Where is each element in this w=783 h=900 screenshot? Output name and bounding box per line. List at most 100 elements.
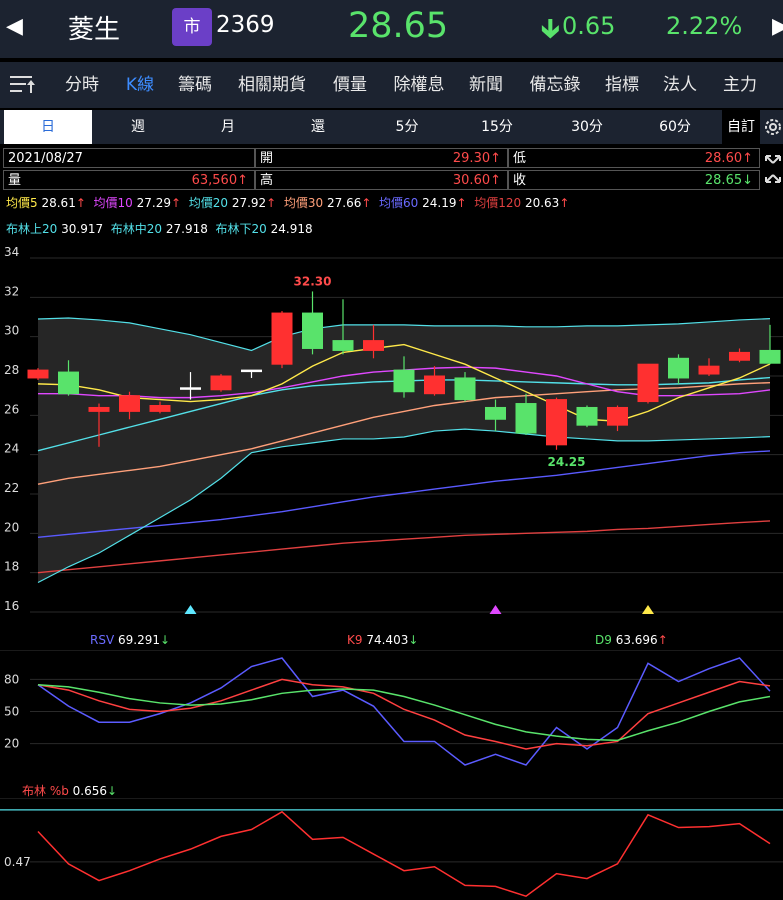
period-15min[interactable]: 15分	[481, 119, 513, 135]
candle-body	[180, 387, 201, 390]
tab-memo[interactable]: 備忘錄	[529, 75, 581, 95]
candle-body	[27, 369, 49, 379]
back-arrow-icon[interactable]: ◀	[6, 14, 23, 39]
candle-body	[241, 369, 262, 373]
info-volume: 量 63,560↑	[3, 170, 255, 190]
period-60min[interactable]: 60分	[659, 119, 691, 135]
tab-institutional[interactable]: 法人	[663, 75, 697, 95]
candle-body	[271, 312, 293, 365]
candle-body	[119, 395, 140, 412]
candle-body	[363, 340, 384, 351]
candle-body	[58, 371, 79, 395]
candle-body	[332, 340, 354, 351]
candle-body	[759, 349, 781, 364]
high-value: 30.60↑	[452, 173, 501, 188]
ma20-legend: 均價20 27.92↑	[188, 196, 277, 210]
y-tick-label: 0.47	[4, 855, 31, 869]
tab-futures[interactable]: 相關期貨	[238, 75, 306, 95]
y-tick-label: 80	[4, 672, 19, 686]
boll-upper-legend: 布林上20 30.917	[6, 222, 104, 236]
open-label: 開	[260, 151, 274, 166]
tab-dividend[interactable]: 除權息	[393, 75, 445, 95]
y-tick-label: 18	[4, 560, 19, 574]
tab-price-volume[interactable]: 價量	[333, 75, 367, 95]
candle-body	[210, 375, 232, 391]
y-tick-label: 28	[4, 363, 19, 377]
max-price-label: 32.30	[294, 274, 332, 288]
down-arrow-icon: 🡳	[541, 14, 560, 44]
kd-line-K9	[37, 678, 771, 750]
period-30min[interactable]: 30分	[571, 119, 603, 135]
volume-label: 量	[8, 173, 22, 188]
y-tick-label: 50	[4, 705, 19, 719]
rsv-legend: RSV 69.291↓	[90, 633, 171, 647]
event-marker	[184, 605, 197, 614]
low-value: 28.60↑	[704, 151, 753, 166]
tab-kline[interactable]: K線	[125, 75, 155, 95]
candle-body	[729, 351, 750, 361]
y-tick-label: 32	[4, 284, 19, 298]
candle-body	[698, 365, 720, 375]
boll-lower-legend: 布林下20 24.918	[215, 222, 313, 236]
period-week[interactable]: 週	[131, 119, 145, 135]
tab-news[interactable]: 新聞	[469, 75, 503, 95]
tab-main-force[interactable]: 主力	[723, 75, 757, 95]
forward-arrow-icon[interactable]: ▶	[772, 14, 783, 39]
info-low: 低 28.60↑	[508, 148, 760, 168]
stock-name: 菱生	[68, 15, 121, 45]
period-day[interactable]: 日	[4, 110, 92, 144]
info-open: 開 29.30↑	[255, 148, 508, 168]
boll-lower-line	[37, 428, 771, 584]
min-price-label: 24.25	[548, 455, 586, 469]
kd-legend: RSV 69.291↓ K9 74.403↓ D9 63.696↑	[0, 633, 783, 649]
tab-intraday[interactable]: 分時	[65, 75, 99, 95]
candle-body	[485, 406, 506, 420]
candle-body	[149, 405, 171, 412]
period-custom[interactable]: 自訂	[722, 110, 760, 144]
kd-chart[interactable]: 80 50 20	[0, 650, 783, 775]
ma-line-均價120	[37, 520, 771, 574]
candle-body	[424, 375, 445, 395]
tab-chips[interactable]: 籌碼	[178, 75, 212, 95]
period-month[interactable]: 月	[221, 119, 235, 135]
high-label: 高	[260, 173, 274, 188]
candle-body	[607, 406, 628, 426]
chart-tabs: 分時 K線 籌碼 相關期貨 價量 除權息 新聞 備忘錄 指標 法人 主力	[0, 62, 783, 108]
d9-legend: D9 63.696↑	[595, 633, 668, 647]
candle-body	[88, 406, 110, 412]
k9-legend: K9 74.403↓	[347, 633, 419, 647]
pctb-chart[interactable]: 0.47	[0, 798, 783, 900]
boll-mid-legend: 布林中20 27.918	[110, 222, 208, 236]
ma-line-均價60	[37, 450, 771, 538]
tab-indicators[interactable]: 指標	[605, 75, 639, 95]
candle-body	[393, 369, 415, 393]
date-value: 2021/08/27	[8, 151, 83, 166]
volume-value: 63,560↑	[191, 173, 248, 188]
event-marker	[489, 605, 502, 614]
list-sort-icon[interactable]	[10, 74, 36, 96]
kline-chart[interactable]: 34 32 30 28 26 24 22 20 18 16 32.30 24.25	[0, 238, 783, 620]
price-change-pct: 2.22%	[666, 12, 743, 40]
info-close: 收 28.65↓	[508, 170, 760, 190]
current-price: 28.65	[348, 6, 449, 46]
info-high: 高 30.60↑	[255, 170, 508, 190]
boll-legend: 布林上20 30.917 布林中20 27.918 布林下20 24.918	[6, 220, 313, 237]
expand-arrows-icon[interactable]	[764, 154, 782, 184]
period-5min[interactable]: 5分	[395, 119, 419, 135]
close-value: 28.65↓	[704, 173, 753, 188]
boll-upper-line	[37, 317, 771, 352]
low-label: 低	[513, 151, 527, 166]
period-selector: 日 週 月 還 5分 15分 30分 60分 自訂	[0, 110, 783, 144]
y-tick-label: 30	[4, 324, 19, 338]
y-tick-label: 16	[4, 599, 19, 613]
pctb-line	[37, 810, 771, 898]
close-label: 收	[513, 173, 527, 188]
period-restore[interactable]: 還	[311, 119, 325, 135]
y-tick-label: 26	[4, 402, 19, 416]
event-marker	[642, 605, 654, 614]
candle-body	[515, 403, 537, 434]
gear-icon[interactable]	[762, 115, 783, 139]
quote-header: ◀ 菱生 市 2369 28.65 🡳 0.65 2.22% ▶	[0, 0, 783, 58]
candle-body	[546, 399, 567, 446]
kd-line-RSV	[37, 657, 771, 766]
